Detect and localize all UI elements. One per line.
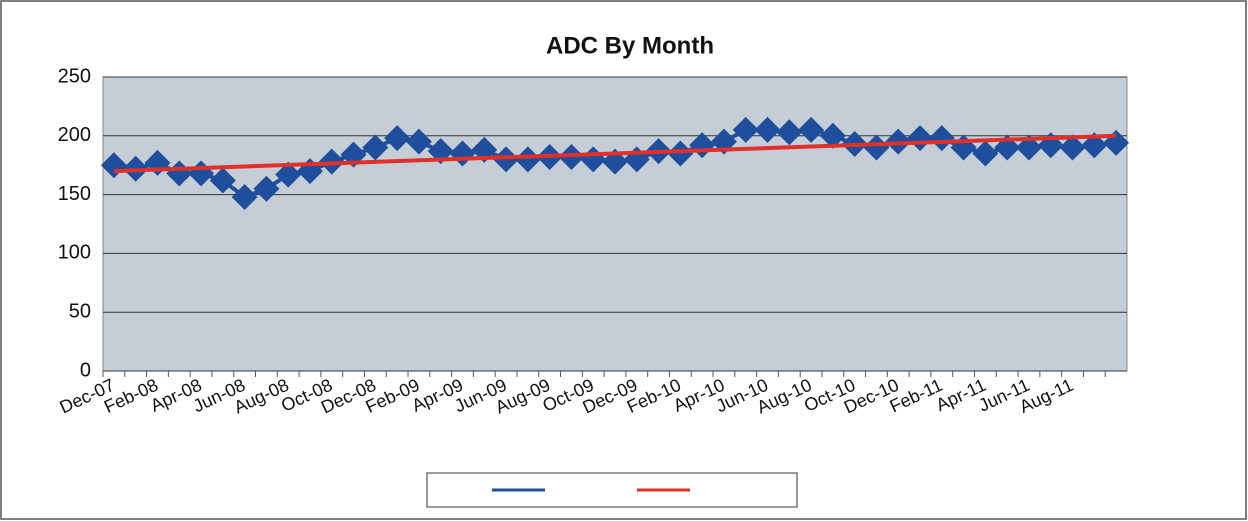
marker [514,146,541,173]
chart-title: ADC By Month [546,32,714,59]
marker [732,116,759,143]
trendline [113,133,1117,174]
marker [754,116,781,143]
marker [275,161,302,188]
marker [493,146,520,173]
y-tick-label: 150 [58,183,91,205]
marker [819,122,846,149]
plot-area [102,76,1128,372]
marker [362,134,389,161]
marker [253,175,280,202]
legend [426,472,798,508]
y-tick-label: 0 [80,359,91,381]
y-tick-label: 200 [58,124,91,146]
marker [209,167,236,194]
marker [798,116,825,143]
y-tick-label: 250 [58,65,91,87]
marker [405,128,432,155]
marker [231,183,258,210]
marker [928,125,955,152]
marker [972,140,999,167]
y-tick-label: 50 [69,300,91,322]
marker [667,140,694,167]
marker [384,125,411,152]
marker [776,119,803,146]
y-tick-label: 100 [58,242,91,264]
marker [1059,134,1086,161]
marker [863,134,890,161]
